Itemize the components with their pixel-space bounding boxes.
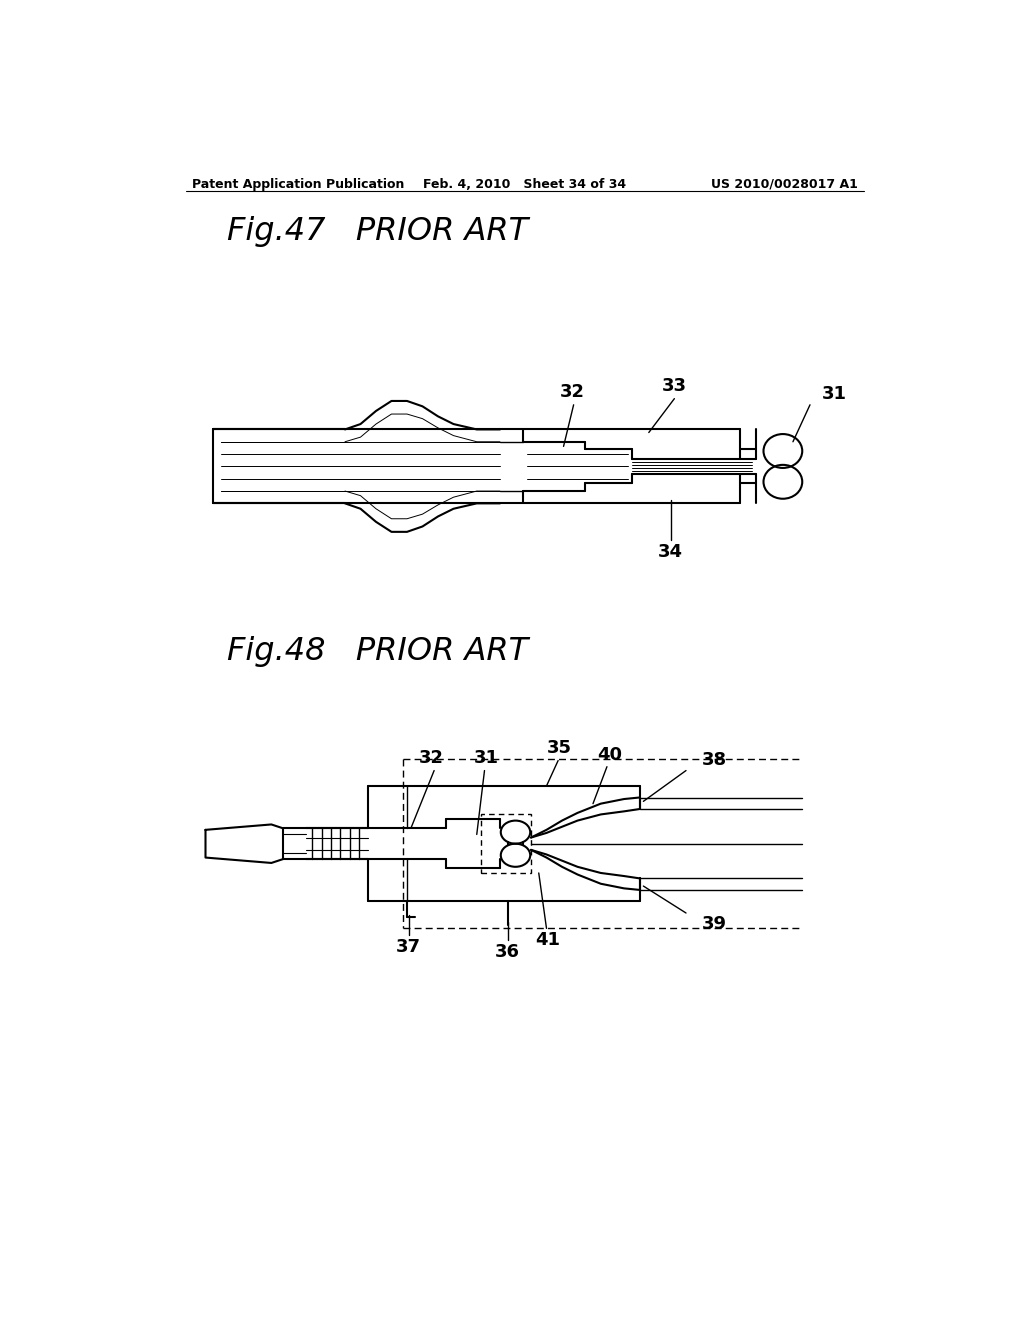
Text: US 2010/0028017 A1: US 2010/0028017 A1 xyxy=(712,178,858,190)
Text: 37: 37 xyxy=(396,937,421,956)
Text: 39: 39 xyxy=(701,915,726,933)
Text: 38: 38 xyxy=(701,751,727,770)
Text: 35: 35 xyxy=(547,739,572,758)
Text: 34: 34 xyxy=(658,544,683,561)
Text: 32: 32 xyxy=(559,383,585,401)
Text: 31: 31 xyxy=(821,385,847,404)
Text: 41: 41 xyxy=(536,932,560,949)
Text: Fig.48   PRIOR ART: Fig.48 PRIOR ART xyxy=(227,636,528,667)
Text: 36: 36 xyxy=(496,942,520,961)
Bar xyxy=(480,814,531,873)
Text: 40: 40 xyxy=(598,746,623,763)
Text: Feb. 4, 2010   Sheet 34 of 34: Feb. 4, 2010 Sheet 34 of 34 xyxy=(423,178,627,190)
Text: 33: 33 xyxy=(662,376,687,395)
Text: Fig.47   PRIOR ART: Fig.47 PRIOR ART xyxy=(227,216,528,247)
Text: Patent Application Publication: Patent Application Publication xyxy=(191,178,403,190)
Text: 31: 31 xyxy=(473,748,499,767)
Text: 32: 32 xyxy=(419,748,444,767)
